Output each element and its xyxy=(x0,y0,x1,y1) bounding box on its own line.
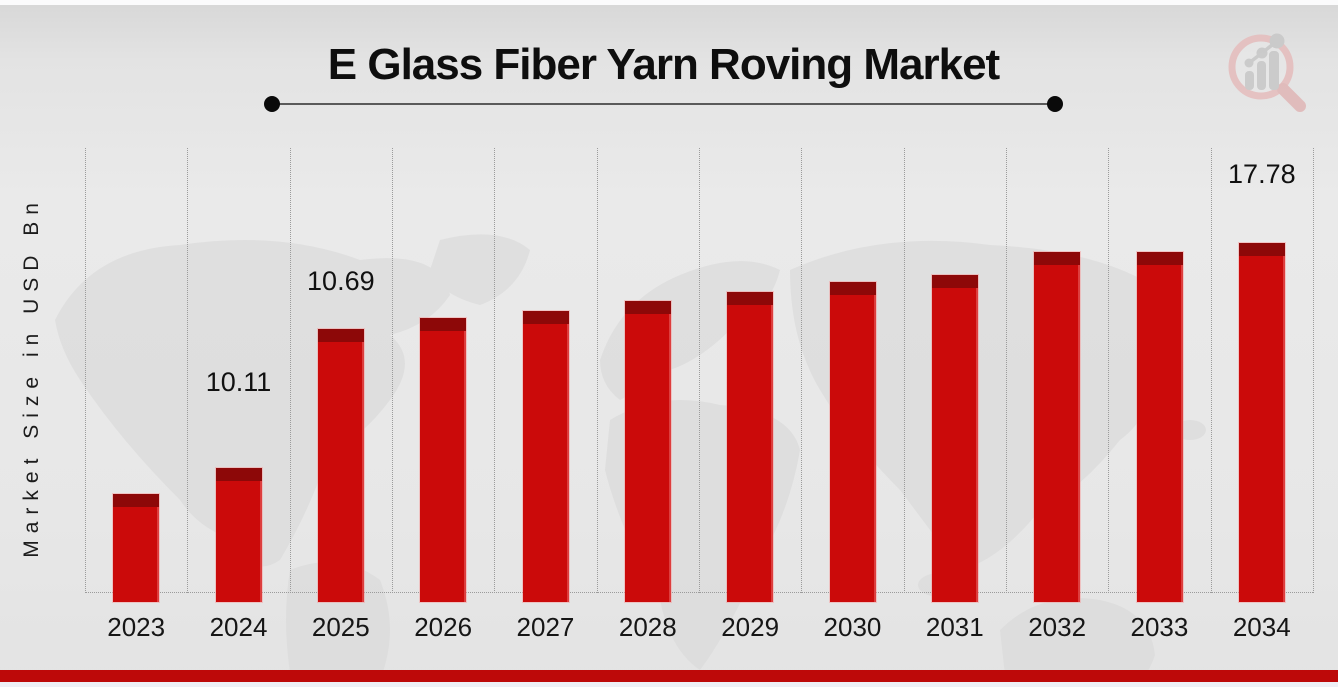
x-axis-labels: 2023 2024 2025 2026 2027 2028 2029 2030 2031 2032… xyxy=(85,612,1313,643)
plot-area: 10.11 10.69 17.78 xyxy=(85,148,1314,602)
x-axis-label-2031: 2031 xyxy=(925,612,984,642)
bar-2033 xyxy=(1136,252,1183,602)
gridline xyxy=(85,148,86,593)
x-axis-label-2026: 2026 xyxy=(414,612,473,642)
top-strip xyxy=(0,0,1338,5)
bar-2032 xyxy=(1034,252,1081,602)
chart-title: E Glass Fiber Yarn Roving Market xyxy=(327,40,1000,89)
x-axis-label-2027: 2027 xyxy=(516,612,575,642)
gridline xyxy=(187,148,189,593)
x-axis-label-2025: 2025 xyxy=(311,612,370,642)
underline-right-dot xyxy=(1047,96,1063,112)
bar-value-label-2025: 10.69 xyxy=(307,266,375,296)
x-axis-label-2032: 2032 xyxy=(1028,612,1087,642)
y-axis-label: Market Size in USD Bn xyxy=(20,196,43,558)
bar-2034 xyxy=(1238,243,1285,602)
gridline xyxy=(699,148,700,593)
bar-cap xyxy=(113,494,160,507)
gridline xyxy=(392,148,393,593)
gridline xyxy=(1108,148,1110,593)
bar-cap xyxy=(1136,252,1183,265)
bar-cap xyxy=(1034,252,1081,265)
underline-left-dot xyxy=(264,96,280,112)
page-title-wrap: E Glass Fiber Yarn Roving Market xyxy=(272,40,1055,90)
bar-cap xyxy=(829,282,876,295)
title-underline xyxy=(272,103,1055,105)
x-axis-label-2024: 2024 xyxy=(209,612,268,642)
footer-light-strip xyxy=(0,682,1338,687)
bar-cap xyxy=(317,329,364,342)
x-axis-label-2033: 2033 xyxy=(1130,612,1189,642)
bar-2024 xyxy=(215,468,262,602)
bar-2023 xyxy=(113,494,160,602)
bar-cap xyxy=(420,318,467,331)
gridline xyxy=(903,148,905,593)
bar-cap xyxy=(931,275,978,288)
gridline xyxy=(801,148,803,593)
bar-cap xyxy=(727,292,774,305)
x-axis-label-2034: 2034 xyxy=(1232,612,1291,642)
gridline xyxy=(1006,148,1007,593)
bar-2027 xyxy=(522,311,569,602)
gridline xyxy=(1210,148,1212,593)
bar-2025 xyxy=(317,329,364,602)
magnifier-growth-chart-logo-icon xyxy=(1228,33,1306,112)
footer-red-band xyxy=(0,670,1338,682)
bar-cap xyxy=(1238,243,1285,256)
bar-cap xyxy=(522,311,569,324)
gridline xyxy=(596,148,598,593)
bar-2030 xyxy=(829,282,876,602)
gridline xyxy=(494,148,496,593)
bar-2029 xyxy=(727,292,774,602)
bar-2031 xyxy=(931,275,978,602)
bar-2028 xyxy=(624,301,671,602)
x-axis-label-2029: 2029 xyxy=(721,612,780,642)
x-axis-label-2023: 2023 xyxy=(107,612,166,642)
bar-cap xyxy=(624,301,671,314)
x-axis-label-2030: 2030 xyxy=(823,612,882,642)
bar-value-label-2024: 10.11 xyxy=(205,367,272,397)
gridline xyxy=(1313,148,1314,593)
bar-value-label-2034: 17.78 xyxy=(1228,159,1296,189)
gridline xyxy=(289,148,291,593)
bar-cap xyxy=(215,468,262,481)
x-axis-label-2028: 2028 xyxy=(618,612,677,642)
bar-2026 xyxy=(420,318,467,602)
